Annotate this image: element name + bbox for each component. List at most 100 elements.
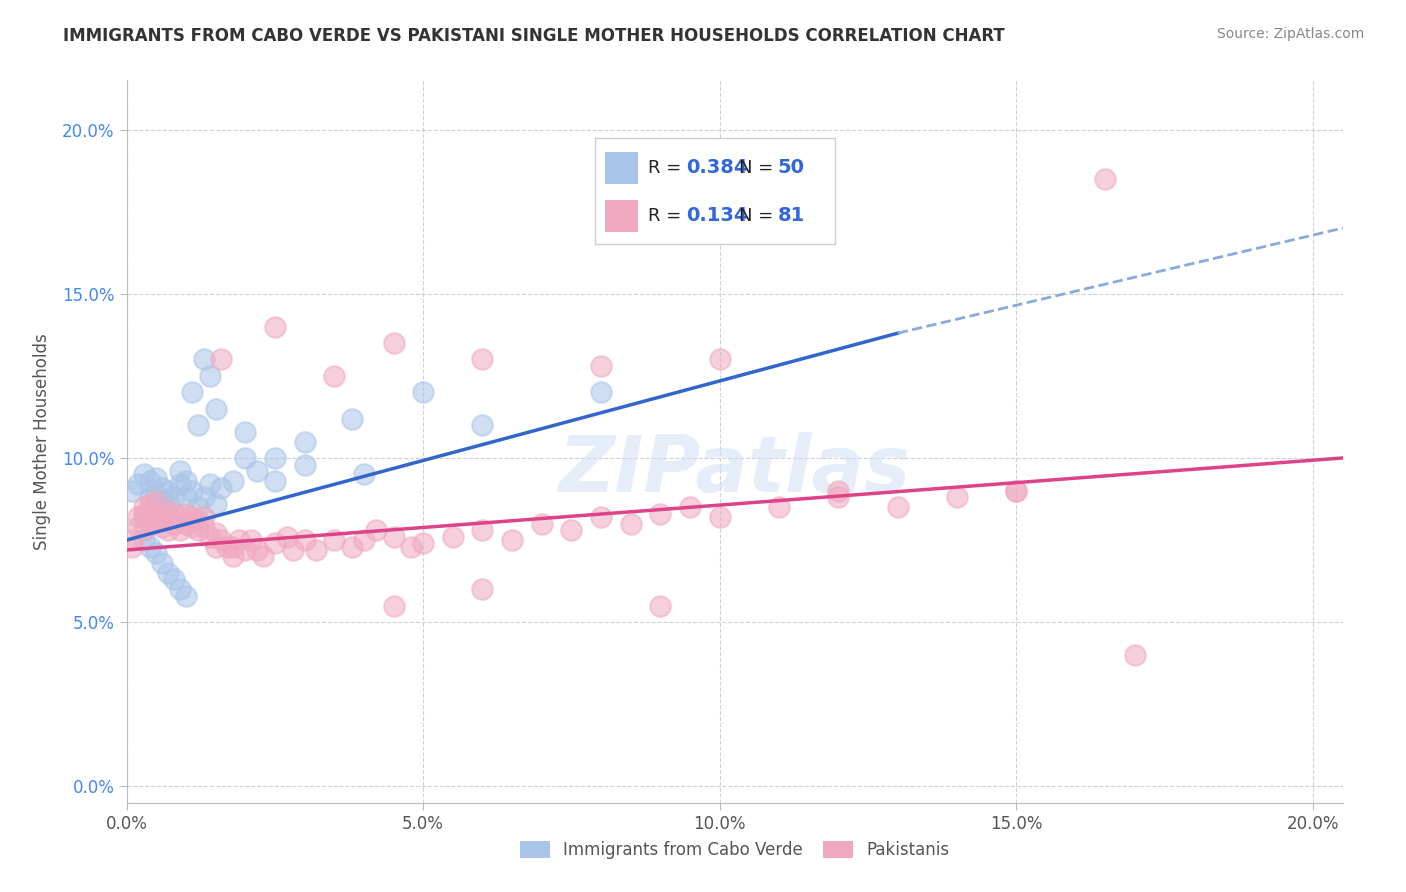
Point — [180, 510, 202, 524]
Point — [150, 493, 173, 508]
Point — [145, 487, 167, 501]
Point — [228, 533, 250, 547]
Point — [620, 516, 643, 531]
Point — [382, 599, 405, 613]
Point — [1005, 483, 1028, 498]
Point — [204, 540, 226, 554]
Text: 0.134: 0.134 — [686, 206, 748, 225]
Point — [169, 510, 191, 524]
Point — [679, 500, 702, 515]
Point — [353, 467, 375, 482]
Point — [193, 510, 215, 524]
Point — [441, 530, 464, 544]
Point — [281, 542, 304, 557]
Point — [246, 464, 269, 478]
Point — [193, 352, 215, 367]
Point — [709, 352, 731, 367]
Point — [252, 549, 274, 564]
Point — [323, 533, 346, 547]
Point — [946, 491, 969, 505]
FancyBboxPatch shape — [605, 152, 638, 184]
Point — [233, 542, 256, 557]
Point — [163, 516, 186, 531]
Y-axis label: Single Mother Households: Single Mother Households — [34, 334, 51, 549]
Point — [134, 467, 156, 482]
Point — [240, 533, 263, 547]
Point — [174, 474, 197, 488]
Legend: Immigrants from Cabo Verde, Pakistanis: Immigrants from Cabo Verde, Pakistanis — [520, 841, 949, 860]
Point — [174, 589, 197, 603]
Point — [211, 481, 233, 495]
Point — [353, 533, 375, 547]
Point — [1094, 171, 1116, 186]
Point — [211, 533, 233, 547]
Point — [150, 520, 173, 534]
Text: 50: 50 — [778, 158, 804, 178]
Point — [193, 491, 215, 505]
Text: R =: R = — [648, 207, 688, 225]
Point — [139, 474, 162, 488]
Text: ZIPatlas: ZIPatlas — [558, 433, 911, 508]
Point — [1005, 483, 1028, 498]
Point — [174, 516, 197, 531]
Text: 0.384: 0.384 — [686, 158, 748, 178]
Point — [157, 566, 180, 580]
Point — [157, 503, 180, 517]
Point — [163, 507, 186, 521]
Point — [294, 458, 316, 472]
Point — [174, 491, 197, 505]
FancyBboxPatch shape — [595, 138, 835, 244]
Point — [591, 510, 613, 524]
Text: N =: N = — [740, 159, 779, 177]
Point — [412, 536, 434, 550]
Point — [294, 533, 316, 547]
Point — [222, 474, 245, 488]
Point — [150, 510, 173, 524]
Point — [323, 368, 346, 383]
Point — [233, 425, 256, 439]
Point — [193, 520, 215, 534]
Point — [591, 359, 613, 373]
Point — [187, 500, 209, 515]
Point — [169, 464, 191, 478]
Point — [198, 530, 221, 544]
Point — [204, 526, 226, 541]
Point — [169, 477, 191, 491]
Point — [127, 520, 149, 534]
Point — [187, 523, 209, 537]
Point — [222, 549, 245, 564]
Point — [121, 540, 143, 554]
Point — [163, 573, 186, 587]
Text: IMMIGRANTS FROM CABO VERDE VS PAKISTANI SINGLE MOTHER HOUSEHOLDS CORRELATION CHA: IMMIGRANTS FROM CABO VERDE VS PAKISTANI … — [63, 27, 1005, 45]
Point — [145, 493, 167, 508]
Point — [211, 352, 233, 367]
Point — [501, 533, 523, 547]
Point — [263, 536, 285, 550]
Point — [887, 500, 910, 515]
Point — [134, 533, 156, 547]
Point — [246, 542, 269, 557]
Point — [134, 500, 156, 515]
Point — [591, 385, 613, 400]
Point — [233, 450, 256, 465]
Point — [471, 523, 494, 537]
Point — [340, 540, 363, 554]
Text: R =: R = — [648, 159, 688, 177]
Point — [204, 401, 226, 416]
Point — [134, 523, 156, 537]
Point — [709, 510, 731, 524]
Point — [709, 171, 731, 186]
Text: N =: N = — [740, 207, 779, 225]
Point — [198, 368, 221, 383]
Point — [187, 513, 209, 527]
Point — [382, 530, 405, 544]
Point — [139, 516, 162, 531]
Text: 81: 81 — [778, 206, 804, 225]
Point — [150, 556, 173, 570]
Point — [174, 507, 197, 521]
Point — [157, 483, 180, 498]
Point — [382, 336, 405, 351]
Point — [139, 497, 162, 511]
Point — [827, 491, 849, 505]
Point — [217, 540, 239, 554]
